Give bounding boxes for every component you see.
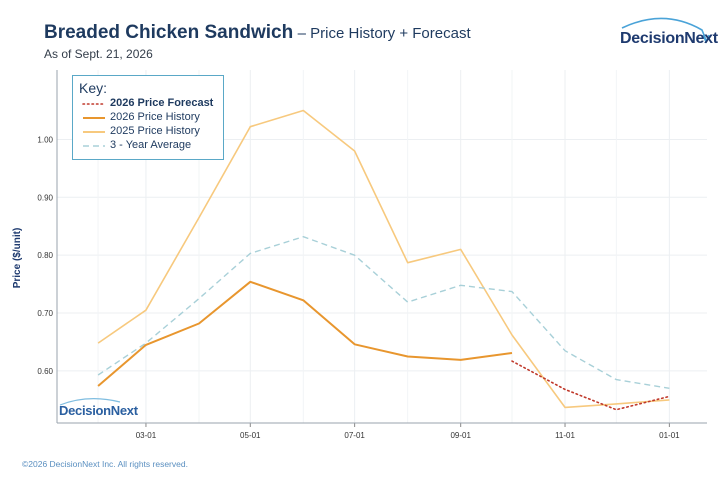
legend-item-2026-history: 2026 Price History <box>81 111 221 125</box>
as-of-date: As of Sept. 21, 2026 <box>44 47 153 61</box>
chart-title: Breaded Chicken Sandwich <box>44 22 294 43</box>
brand-logo: DecisionNext <box>614 16 718 58</box>
legend-label: 3 - Year Average <box>110 139 192 151</box>
x-tick-label: 03-01 <box>136 431 157 440</box>
legend-label: 2026 Price Forecast <box>110 97 214 109</box>
series-line-2025-price-history <box>97 109 670 409</box>
watermark-logo: DecisionNext <box>59 403 138 418</box>
chart-tick-labels: 0.60 0.70 0.80 0.90 1.00 03-01 05-01 07-01 09-01… <box>37 135 680 440</box>
x-tick-label: 05-01 <box>240 431 261 440</box>
y-tick-label: 0.60 <box>37 367 53 376</box>
x-tick-label: 01-01 <box>659 431 680 440</box>
series-line-3-year-average <box>97 235 670 389</box>
watermark-arc-icon <box>59 398 121 406</box>
y-tick-label: 0.70 <box>37 309 53 318</box>
x-tick-label: 09-01 <box>450 431 471 440</box>
chart-subtitle: – Price History + Forecast <box>297 25 471 42</box>
legend-swatch-dashed-icon <box>83 145 105 147</box>
x-tick-label: 11-01 <box>555 431 575 440</box>
legend-swatch-solid-icon <box>83 131 105 133</box>
y-tick-label: 0.90 <box>37 193 53 202</box>
series-line-2026-price-forecast <box>511 360 671 411</box>
chart-legend: Key: 2026 Price Forecast 2026 Price Hist… <box>72 75 224 160</box>
logo-arc-icon <box>621 17 710 44</box>
legend-swatch-solid-icon <box>83 117 105 119</box>
legend-label: 2026 Price History <box>110 111 200 123</box>
series-line-2026-price-history <box>97 280 513 387</box>
legend-swatch-dotted-icon <box>82 103 106 105</box>
copyright-footer: ©2026 DecisionNext Inc. All rights reser… <box>22 459 188 469</box>
x-tick-label: 07-01 <box>344 431 365 440</box>
legend-item-3-year-average: 3 - Year Average <box>81 139 221 153</box>
legend-item-forecast: 2026 Price Forecast <box>81 97 221 111</box>
chart-header: Breaded Chicken Sandwich – Price History… <box>44 22 471 61</box>
y-axis-label: Price ($/unit) <box>12 228 23 289</box>
chart-axes <box>56 70 707 427</box>
y-tick-label: 1.00 <box>37 135 53 144</box>
chart-series <box>97 109 671 411</box>
legend-title: Key: <box>79 80 108 96</box>
y-tick-label: 0.80 <box>37 251 53 260</box>
logo-text: DecisionNext <box>620 30 718 47</box>
legend-item-2025-history: 2025 Price History <box>81 125 221 139</box>
legend-label: 2025 Price History <box>110 125 200 137</box>
